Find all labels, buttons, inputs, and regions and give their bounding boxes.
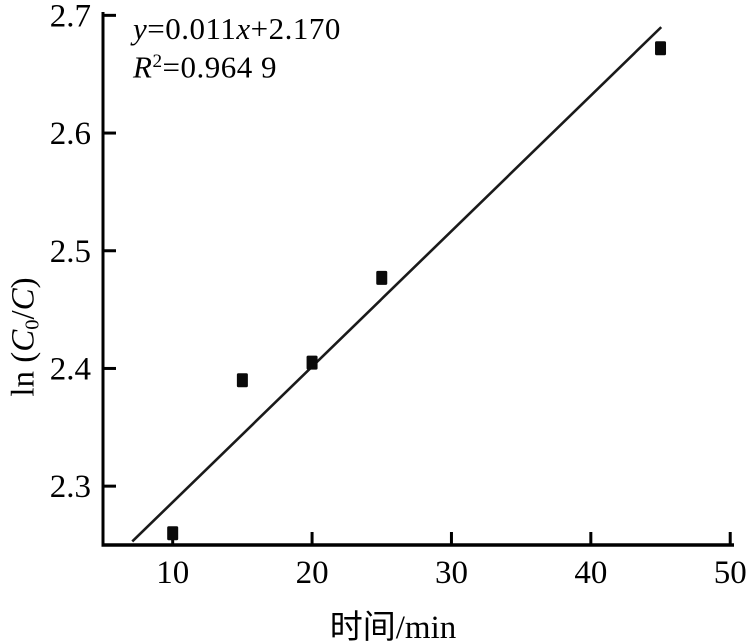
fit-annotation: y=0.011x+2.170 R2=0.964 9 bbox=[133, 12, 341, 84]
data-point-marker bbox=[306, 355, 318, 370]
data-point-marker bbox=[376, 270, 388, 285]
data-point-marker bbox=[167, 526, 179, 541]
equation-y-symbol: y bbox=[133, 11, 148, 46]
x-tick-label: 40 bbox=[574, 555, 607, 591]
data-point-marker bbox=[655, 41, 667, 56]
fit-line bbox=[131, 26, 663, 543]
x-tick-label: 50 bbox=[714, 555, 747, 591]
x-tick-label: 10 bbox=[156, 555, 189, 591]
y-axis-title: ln (C0/C) bbox=[5, 277, 44, 397]
x-tick-label: 30 bbox=[435, 555, 468, 591]
r-exponent: 2 bbox=[152, 51, 163, 72]
y-tick-label: 2.7 bbox=[50, 0, 91, 34]
fit-equation-text: y=0.011x+2.170 bbox=[133, 11, 341, 46]
x-tick-label: 20 bbox=[296, 555, 329, 591]
data-point-marker bbox=[236, 373, 248, 388]
c0-subscript: 0 bbox=[21, 319, 44, 330]
y-tick-label: 2.4 bbox=[50, 351, 91, 387]
fit-r-squared-text: R2=0.964 9 bbox=[133, 49, 278, 85]
x-axis-title: 时间/min bbox=[329, 610, 457, 641]
y-tick-label: 2.3 bbox=[50, 469, 91, 505]
c-symbol: C bbox=[5, 288, 42, 311]
equation-x-symbol: x bbox=[236, 11, 251, 46]
r-symbol: R bbox=[133, 49, 153, 85]
c0-symbol: C bbox=[5, 329, 42, 352]
y-tick-label: 2.5 bbox=[50, 234, 91, 270]
y-tick-label: 2.6 bbox=[50, 116, 91, 152]
